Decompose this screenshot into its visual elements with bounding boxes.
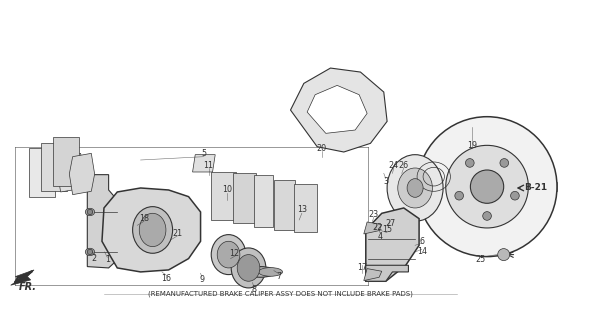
Polygon shape xyxy=(102,188,201,272)
Polygon shape xyxy=(364,222,382,234)
Polygon shape xyxy=(53,137,79,186)
Ellipse shape xyxy=(446,145,528,228)
Text: 4: 4 xyxy=(378,232,383,241)
Polygon shape xyxy=(366,265,409,281)
Text: 7: 7 xyxy=(276,272,282,281)
Circle shape xyxy=(511,191,519,200)
Text: 16: 16 xyxy=(161,274,171,283)
Circle shape xyxy=(498,249,510,260)
Polygon shape xyxy=(294,184,317,232)
Ellipse shape xyxy=(211,235,246,275)
Ellipse shape xyxy=(139,213,166,247)
Ellipse shape xyxy=(85,208,94,216)
Text: 9: 9 xyxy=(200,276,204,284)
Ellipse shape xyxy=(258,268,282,276)
Text: B-21: B-21 xyxy=(524,183,548,193)
Circle shape xyxy=(87,249,93,255)
Text: 22: 22 xyxy=(372,223,382,232)
Text: 18: 18 xyxy=(139,214,149,223)
Text: 19: 19 xyxy=(468,141,477,150)
Polygon shape xyxy=(290,68,387,152)
Text: 21: 21 xyxy=(172,229,182,238)
Polygon shape xyxy=(57,153,84,192)
Ellipse shape xyxy=(417,117,557,257)
Polygon shape xyxy=(87,175,117,268)
Ellipse shape xyxy=(217,241,240,268)
Ellipse shape xyxy=(398,168,432,208)
Text: 14: 14 xyxy=(416,247,427,256)
Ellipse shape xyxy=(407,179,423,197)
Polygon shape xyxy=(233,173,256,223)
Text: 20: 20 xyxy=(317,143,327,153)
Ellipse shape xyxy=(133,207,172,253)
Polygon shape xyxy=(192,155,215,172)
Ellipse shape xyxy=(471,170,504,203)
Polygon shape xyxy=(29,148,55,197)
Circle shape xyxy=(500,159,508,167)
Polygon shape xyxy=(364,268,382,281)
Circle shape xyxy=(483,212,492,220)
Ellipse shape xyxy=(231,248,266,288)
Ellipse shape xyxy=(237,255,260,281)
Text: FR.: FR. xyxy=(19,282,36,292)
Text: 24: 24 xyxy=(389,161,399,170)
Text: 27: 27 xyxy=(385,219,395,228)
Text: 10: 10 xyxy=(222,186,232,195)
Text: 23: 23 xyxy=(369,210,379,219)
Text: 11: 11 xyxy=(204,161,213,170)
Text: 1: 1 xyxy=(105,255,110,264)
Text: 8: 8 xyxy=(251,285,257,294)
Circle shape xyxy=(87,209,93,215)
Text: 26: 26 xyxy=(398,161,409,170)
Text: 6: 6 xyxy=(419,237,424,246)
Polygon shape xyxy=(254,175,272,227)
Polygon shape xyxy=(11,270,34,285)
Polygon shape xyxy=(366,208,419,281)
Ellipse shape xyxy=(387,155,443,221)
Polygon shape xyxy=(41,143,67,191)
Circle shape xyxy=(455,191,463,200)
Text: 25: 25 xyxy=(475,255,486,264)
Polygon shape xyxy=(274,180,295,230)
Text: 15: 15 xyxy=(382,226,392,235)
Polygon shape xyxy=(307,85,367,133)
Ellipse shape xyxy=(85,248,94,256)
Circle shape xyxy=(466,159,474,167)
Text: 5: 5 xyxy=(201,149,207,158)
Polygon shape xyxy=(210,172,236,220)
Text: 3: 3 xyxy=(383,177,388,186)
Ellipse shape xyxy=(246,267,275,277)
Text: 17: 17 xyxy=(357,263,367,272)
Polygon shape xyxy=(69,153,94,195)
Text: 12: 12 xyxy=(229,249,239,258)
Text: 2: 2 xyxy=(91,254,97,263)
Text: 13: 13 xyxy=(297,205,307,214)
Text: (REMANUFACTURED BRAKE CALIPER ASSY DOES NOT INCLUDE BRAKE PADS): (REMANUFACTURED BRAKE CALIPER ASSY DOES … xyxy=(148,291,413,297)
